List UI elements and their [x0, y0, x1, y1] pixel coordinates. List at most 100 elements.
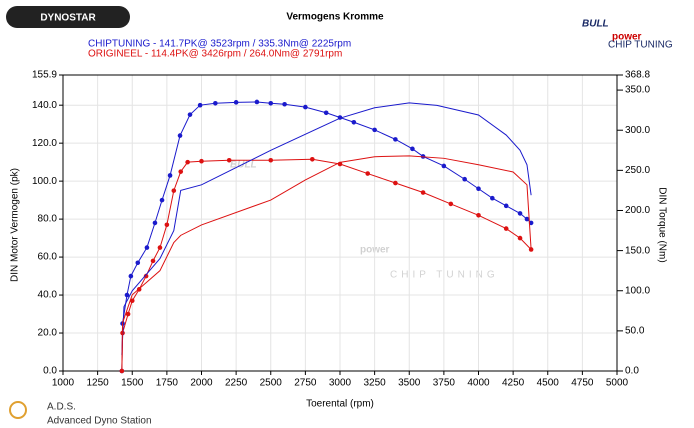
series-point [128, 273, 134, 279]
x-tick-label: 1250 [87, 378, 110, 389]
y2-tick-label: 0.0 [625, 366, 639, 377]
y-tick-label: 20.0 [38, 328, 58, 339]
series-point [503, 203, 509, 209]
series-point [152, 220, 158, 226]
series-point [164, 222, 170, 228]
series-point [393, 137, 398, 142]
y2-tick-label: 350.0 [625, 85, 650, 96]
series-point [420, 190, 426, 195]
series-point [303, 104, 308, 110]
ads-logo [9, 401, 27, 419]
series-point [185, 159, 190, 165]
chart-title: Vermogens Kromme [286, 12, 384, 23]
series-point [310, 157, 315, 162]
x-tick-label: 2000 [190, 378, 213, 389]
dynostar-logo [6, 6, 130, 28]
plot-frame [62, 74, 618, 372]
series-point [171, 188, 177, 193]
ads-subtitle: Advanced Dyno Station [47, 416, 152, 427]
bull-logo: BULL [582, 19, 609, 30]
x-axis-title: Toerental (rpm) [306, 399, 374, 410]
series-point [187, 112, 193, 117]
series-point [323, 110, 329, 116]
series-point [159, 197, 165, 203]
series-point [178, 169, 184, 174]
series-point [268, 100, 274, 106]
legend-entry: ORIGINEEL - 114.4PK@ 3426rpm / 264.0Nm@ … [88, 49, 342, 60]
y-tick-label: 140.0 [32, 100, 57, 111]
y-tick-label: 0.0 [43, 366, 57, 377]
x-tick-label: 4250 [502, 378, 525, 389]
x-tick-label: 4500 [537, 378, 560, 389]
series-point [144, 245, 150, 250]
series-point [197, 102, 203, 108]
x-tick-label: 1500 [121, 378, 144, 389]
series-point [441, 163, 447, 169]
chip-logo: CHIP TUNING [608, 40, 673, 51]
dynostar-text: DYNOSTAR [40, 13, 96, 24]
series-point [167, 173, 173, 178]
series-point [125, 311, 131, 317]
x-tick-label: 4000 [467, 378, 490, 389]
y2-axis-title: DIN Torque (Nm) [656, 187, 667, 262]
series-line [121, 155, 532, 372]
series-point [365, 171, 371, 176]
y-tick-label: 40.0 [38, 290, 58, 301]
x-tick-label: 3750 [433, 378, 456, 389]
x-tick-label: 5000 [606, 378, 629, 389]
series-point [351, 119, 357, 125]
series-point [448, 201, 454, 207]
x-tick-label: 2750 [294, 378, 317, 389]
x-tick-label: 1750 [156, 378, 179, 389]
series-point [226, 157, 232, 163]
watermark-chip: CHIP TUNING [390, 270, 499, 281]
y-tick-label: 120.0 [32, 138, 57, 149]
series-point [393, 180, 398, 186]
x-tick-label: 4750 [571, 378, 594, 389]
y-tick-label: 155.9 [32, 70, 57, 81]
x-tick-label: 3000 [329, 378, 352, 389]
series-point [524, 216, 530, 222]
y-tick-label: 80.0 [38, 214, 58, 225]
series-point [410, 146, 415, 152]
series-point [233, 100, 239, 105]
series-point [143, 273, 149, 279]
series-line [121, 158, 532, 372]
x-tick-label: 1000 [52, 378, 75, 389]
series-line [121, 102, 532, 355]
series-point [135, 260, 141, 266]
series-point [268, 157, 274, 163]
series-point [476, 186, 481, 192]
y2-tick-label: 100.0 [625, 285, 650, 296]
series-point [124, 292, 130, 298]
series-point [503, 226, 509, 231]
series-point [372, 127, 377, 133]
series-point [150, 258, 156, 264]
series-point [177, 133, 183, 138]
x-tick-label: 3500 [398, 378, 421, 389]
y2-tick-label: 300.0 [625, 125, 650, 136]
series-point [157, 245, 163, 250]
y2-tick-label: 50.0 [625, 326, 645, 337]
x-tick-label: 2500 [260, 378, 283, 389]
series-point [462, 176, 467, 182]
x-tick-label: 2250 [225, 378, 248, 389]
ads-title: A.D.S. [47, 402, 76, 413]
legend-entry: CHIPTUNING - 141.7PK@ 3523rpm / 335.3Nm@… [88, 39, 351, 50]
series-point [282, 101, 287, 107]
y2-tick-label: 368.8 [625, 70, 650, 81]
series-point [517, 235, 523, 241]
y-axis-title: DIN Motor Vermogen (pk) [10, 168, 21, 282]
series-point [476, 213, 481, 218]
y2-tick-label: 250.0 [625, 165, 650, 176]
series-point [517, 211, 523, 216]
watermark-bull: BULL [230, 160, 257, 171]
x-tick-label: 3250 [364, 378, 387, 389]
y2-tick-label: 200.0 [625, 205, 650, 216]
y-tick-label: 60.0 [38, 252, 58, 263]
series-line [121, 101, 532, 372]
series-point [213, 100, 218, 106]
y2-tick-label: 150.0 [625, 245, 650, 256]
series-point [490, 195, 495, 201]
